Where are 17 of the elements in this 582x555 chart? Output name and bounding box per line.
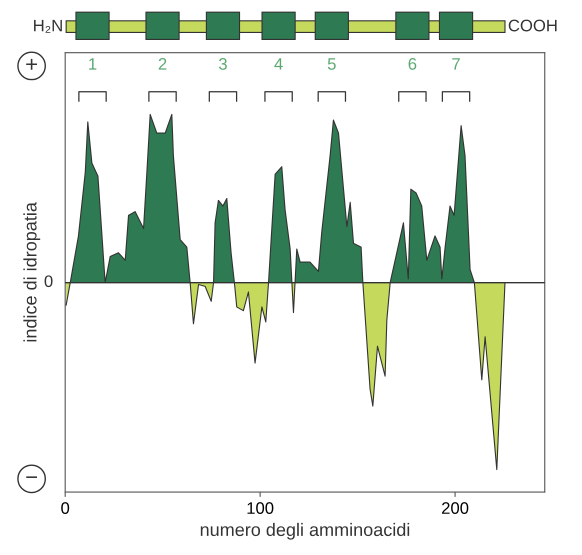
text: − bbox=[26, 476, 38, 478]
text: + bbox=[26, 58, 38, 70]
x-axis-title: numero degli amminoacidi bbox=[200, 522, 410, 540]
text: 4 bbox=[274, 58, 283, 70]
text: 1 bbox=[89, 58, 96, 70]
x-tick-label: 100 bbox=[248, 502, 274, 514]
text: COOH bbox=[508, 20, 557, 32]
text: 7 bbox=[452, 58, 460, 70]
text: 6 bbox=[408, 58, 416, 70]
text: 5 bbox=[328, 58, 336, 70]
y-axis-title: indice di idropatia bbox=[23, 202, 40, 342]
text: H₂N bbox=[34, 20, 62, 33]
text: 0 bbox=[44, 275, 53, 288]
text: 2 bbox=[158, 58, 166, 70]
x-tick-label: 200 bbox=[442, 502, 468, 514]
x-tick-label: 0 bbox=[61, 502, 70, 514]
text: 3 bbox=[218, 58, 227, 70]
